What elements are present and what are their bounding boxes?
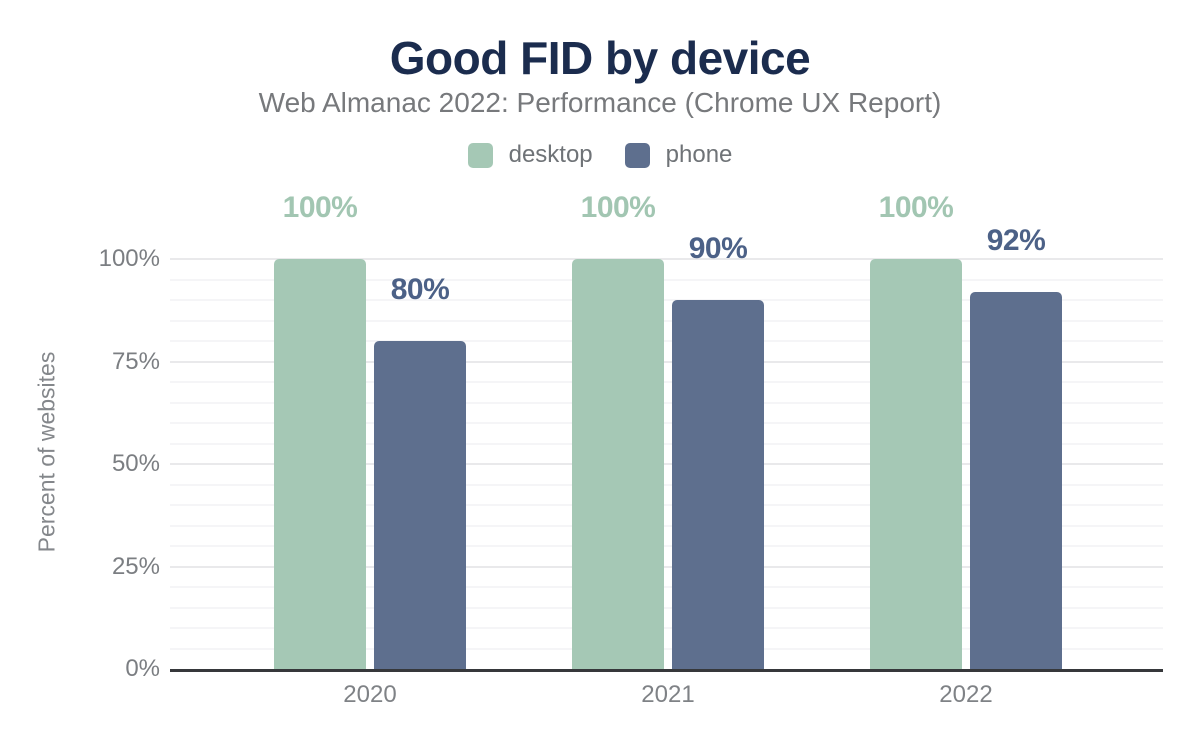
- minor-gridline: [170, 586, 1163, 588]
- minor-gridline: [170, 340, 1163, 342]
- legend-label-phone: phone: [665, 141, 733, 168]
- y-tick-25%: 25%: [111, 552, 160, 580]
- x-tick-2020: 2020: [343, 681, 397, 708]
- minor-gridline: [170, 442, 1163, 445]
- bar-desktop-2020[interactable]: [274, 259, 366, 669]
- minor-gridline: [170, 647, 1163, 650]
- minor-gridline: [170, 545, 1163, 547]
- bar-phone-2022[interactable]: [970, 291, 1062, 669]
- value-label-desktop-2021: 100%: [580, 191, 656, 224]
- minor-gridline: [170, 319, 1163, 322]
- y-tick-50%: 50%: [111, 450, 160, 477]
- plot-area: 100% 80% 100% 90% 100% 92%: [170, 191, 1163, 669]
- legend-label-desktop: desktop: [508, 141, 593, 168]
- minor-gridline: [170, 381, 1163, 383]
- minor-gridline: [170, 606, 1163, 609]
- x-tick-2022: 2022: [939, 681, 993, 708]
- legend-item-phone[interactable]: phone: [624, 141, 733, 169]
- minor-gridline: [170, 627, 1163, 629]
- minor-gridline: [170, 524, 1163, 527]
- x-tick-2021: 2021: [641, 681, 695, 708]
- minor-gridline: [170, 299, 1163, 301]
- x-axis-line: [170, 669, 1163, 672]
- minor-gridline: [170, 401, 1163, 404]
- bar-phone-2021[interactable]: [672, 300, 764, 669]
- value-label-phone-2021: 90%: [688, 232, 748, 265]
- y-tick-0%: 0%: [125, 655, 160, 682]
- minor-gridline: [170, 504, 1163, 506]
- minor-gridline: [170, 483, 1163, 486]
- y-tick-100%: 100%: [98, 245, 160, 272]
- major-gridline: [170, 360, 1163, 363]
- value-label-phone-2020: 80%: [390, 273, 450, 306]
- major-gridline: [170, 463, 1163, 465]
- value-label-phone-2022: 92%: [986, 223, 1046, 257]
- minor-gridline: [170, 278, 1163, 281]
- major-gridline: [170, 258, 1163, 261]
- chart-title: Good FID by device: [389, 32, 811, 84]
- legend-swatch-desktop: [467, 142, 493, 168]
- y-tick-75%: 75%: [111, 347, 160, 375]
- bar-phone-2020[interactable]: [374, 341, 466, 669]
- bar-desktop-2021[interactable]: [572, 259, 664, 669]
- legend-swatch-phone: [624, 142, 650, 168]
- chart-subtitle: Web Almanac 2022: Performance (Chrome UX…: [258, 87, 942, 118]
- major-gridline: [170, 565, 1163, 568]
- value-label-desktop-2022: 100%: [878, 191, 954, 224]
- bar-desktop-2022[interactable]: [870, 259, 962, 669]
- legend-item-desktop[interactable]: desktop: [467, 141, 593, 169]
- legend: desktop phone: [0, 141, 1200, 169]
- minor-gridline: [170, 422, 1163, 424]
- value-label-desktop-2020: 100%: [282, 191, 358, 224]
